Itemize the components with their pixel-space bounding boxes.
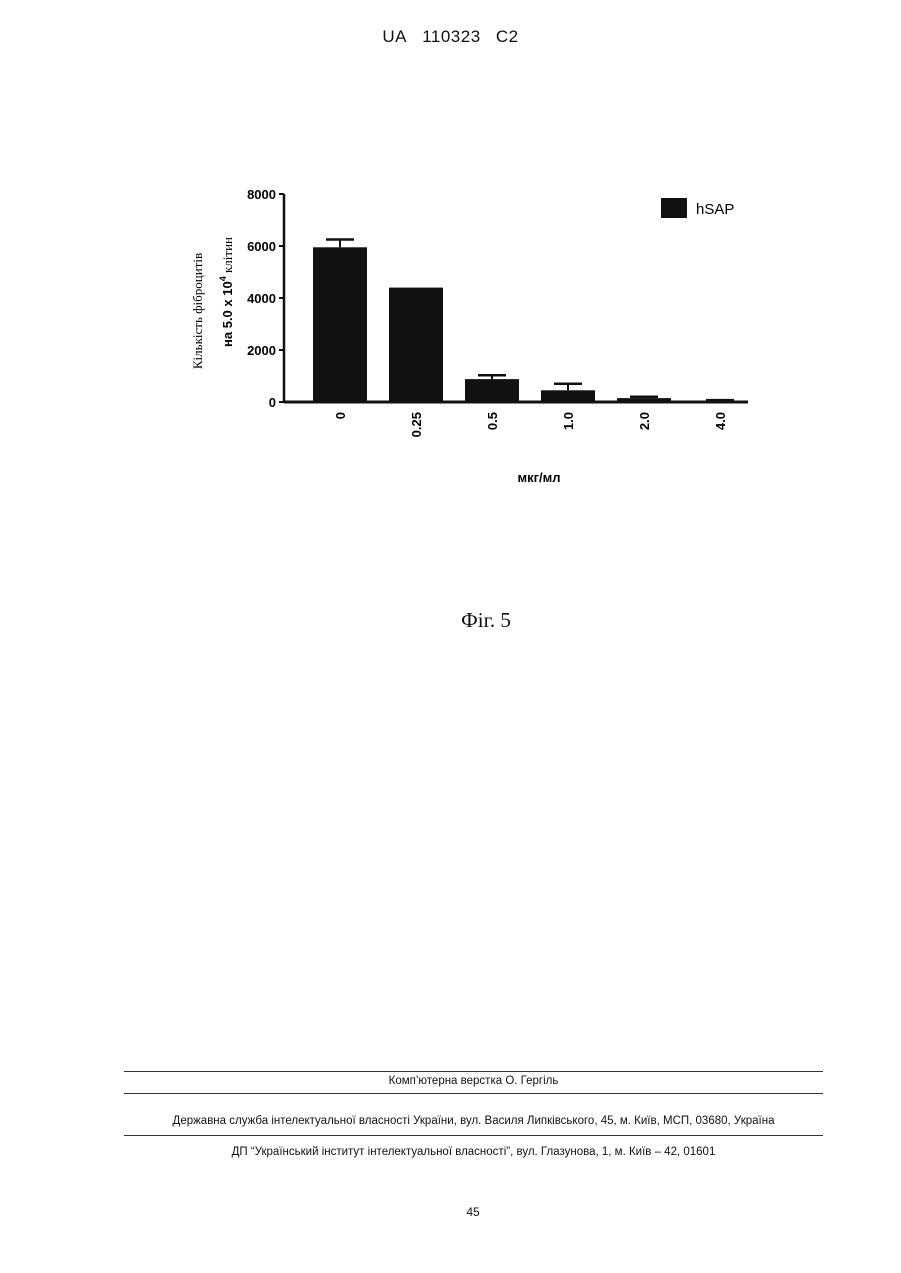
- y-axis-title: Кількість фіброцитів на 5.0 х 104 клітин: [190, 237, 235, 369]
- footer-rule-3: [124, 1135, 823, 1136]
- footer-rule-2: [124, 1093, 823, 1094]
- bar: [693, 401, 747, 403]
- footer-agency-address: Державна служба інтелектуальної власност…: [124, 1115, 823, 1127]
- bar: [389, 288, 443, 402]
- x-tick-label: 0.25: [409, 412, 424, 437]
- patent-kind: C2: [496, 27, 519, 46]
- footer-rule-1: [124, 1071, 823, 1072]
- y-tick-label: 0: [269, 395, 276, 410]
- x-tick-label: 1.0: [561, 412, 576, 430]
- patent-country: UA: [382, 27, 407, 46]
- bar: [313, 247, 367, 402]
- legend: hSAP: [661, 198, 734, 218]
- figure-caption: Фіг. 5: [0, 608, 901, 633]
- legend-swatch-hsap: [661, 198, 687, 218]
- patent-number: 110323: [422, 27, 480, 46]
- y-tick-label: 2000: [247, 343, 276, 358]
- y-tick-label: 8000: [247, 187, 276, 202]
- bar: [465, 379, 519, 402]
- x-tick-label: 2.0: [637, 412, 652, 430]
- bar-chart: Кількість фіброцитів на 5.0 х 104 клітин…: [180, 180, 780, 500]
- page-number: 45: [0, 1205, 901, 1219]
- y-axis-label-prefix: на 5.0 х 10: [220, 281, 235, 347]
- x-tick-label: 0: [333, 412, 348, 419]
- y-axis-label-suffix: клітин: [220, 237, 235, 276]
- x-tick-label: 4.0: [713, 412, 728, 430]
- x-tick-label: 0.5: [485, 412, 500, 430]
- y-tick-label: 4000: [247, 291, 276, 306]
- legend-label-hsap: hSAP: [696, 201, 734, 218]
- y-axis-label-line2: на 5.0 х 104 клітин: [218, 237, 235, 347]
- y-tick-label: 6000: [247, 239, 276, 254]
- bar: [617, 398, 671, 402]
- x-axis-title: мкг/мл: [517, 470, 560, 485]
- patent-header: UA 110323 C2: [0, 27, 901, 47]
- footer-institute-address: ДП “Український інститут інтелектуальної…: [124, 1146, 823, 1158]
- footer-typesetter: Комп’ютерна верстка О. Гергіль: [124, 1075, 823, 1087]
- bar: [541, 390, 595, 402]
- y-axis-label-line1: Кількість фіброцитів: [190, 253, 205, 369]
